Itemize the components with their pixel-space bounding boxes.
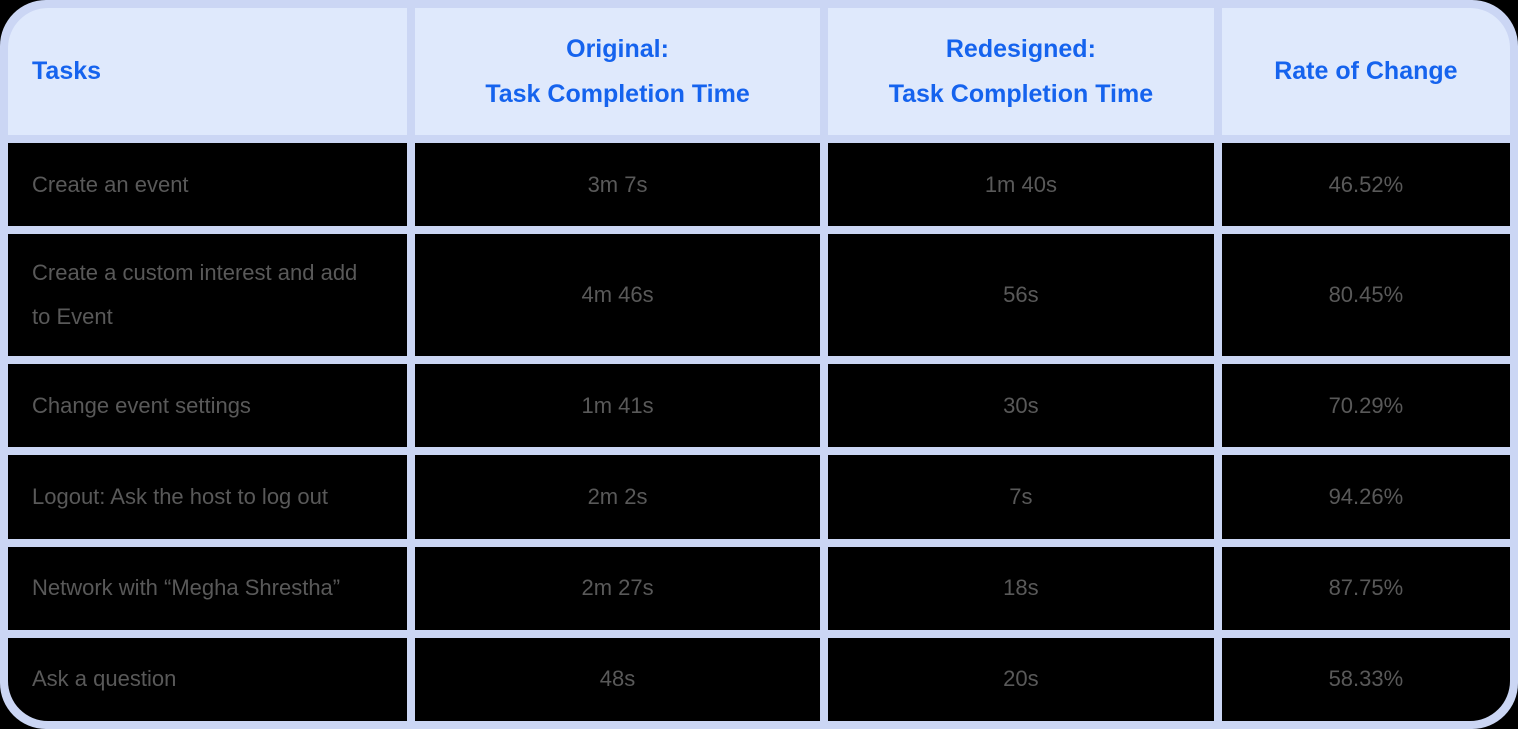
header-cell-original-time: Original: Task Completion Time <box>415 8 821 135</box>
rate-of-change-cell: 46.52% <box>1221 143 1510 227</box>
task-cell: Create an event <box>8 143 408 227</box>
table-row: Create a custom interest and add to Even… <box>8 234 1510 357</box>
table-row: Logout: Ask the host to log out 2m 2s 7s… <box>8 455 1510 539</box>
original-time-cell: 48s <box>415 637 821 721</box>
header-cell-rate-of-change: Rate of Change <box>1221 8 1510 135</box>
rate-of-change-cell: 70.29% <box>1221 364 1510 448</box>
header-row: Tasks Original: Task Completion Time Red… <box>8 8 1510 135</box>
header-cell-tasks: Tasks <box>8 8 408 135</box>
table-row: Ask a question 48s 20s 58.33% <box>8 637 1510 721</box>
redesigned-time-cell: 1m 40s <box>828 143 1214 227</box>
original-time-cell: 4m 46s <box>415 234 821 357</box>
redesigned-time-cell: 56s <box>828 234 1214 357</box>
task-cell: Change event settings <box>8 364 408 448</box>
rate-of-change-cell: 58.33% <box>1221 637 1510 721</box>
redesigned-time-cell: 7s <box>828 455 1214 539</box>
redesigned-time-cell: 30s <box>828 364 1214 448</box>
table-row: Create an event 3m 7s 1m 40s 46.52% <box>8 143 1510 227</box>
task-cell: Network with “Megha Shrestha” <box>8 546 408 630</box>
task-cell: Create a custom interest and add to Even… <box>8 234 408 357</box>
header-cell-redesigned-time: Redesigned: Task Completion Time <box>828 8 1214 135</box>
original-time-cell: 2m 2s <box>415 455 821 539</box>
table-row: Network with “Megha Shrestha” 2m 27s 18s… <box>8 546 1510 630</box>
rate-of-change-cell: 94.26% <box>1221 455 1510 539</box>
task-cell: Ask a question <box>8 637 408 721</box>
original-time-cell: 1m 41s <box>415 364 821 448</box>
original-time-cell: 3m 7s <box>415 143 821 227</box>
original-time-cell: 2m 27s <box>415 546 821 630</box>
task-cell: Logout: Ask the host to log out <box>8 455 408 539</box>
rate-of-change-cell: 87.75% <box>1221 546 1510 630</box>
table-row: Change event settings 1m 41s 30s 70.29% <box>8 364 1510 448</box>
rate-of-change-cell: 80.45% <box>1221 234 1510 357</box>
redesigned-time-cell: 20s <box>828 637 1214 721</box>
redesigned-time-cell: 18s <box>828 546 1214 630</box>
